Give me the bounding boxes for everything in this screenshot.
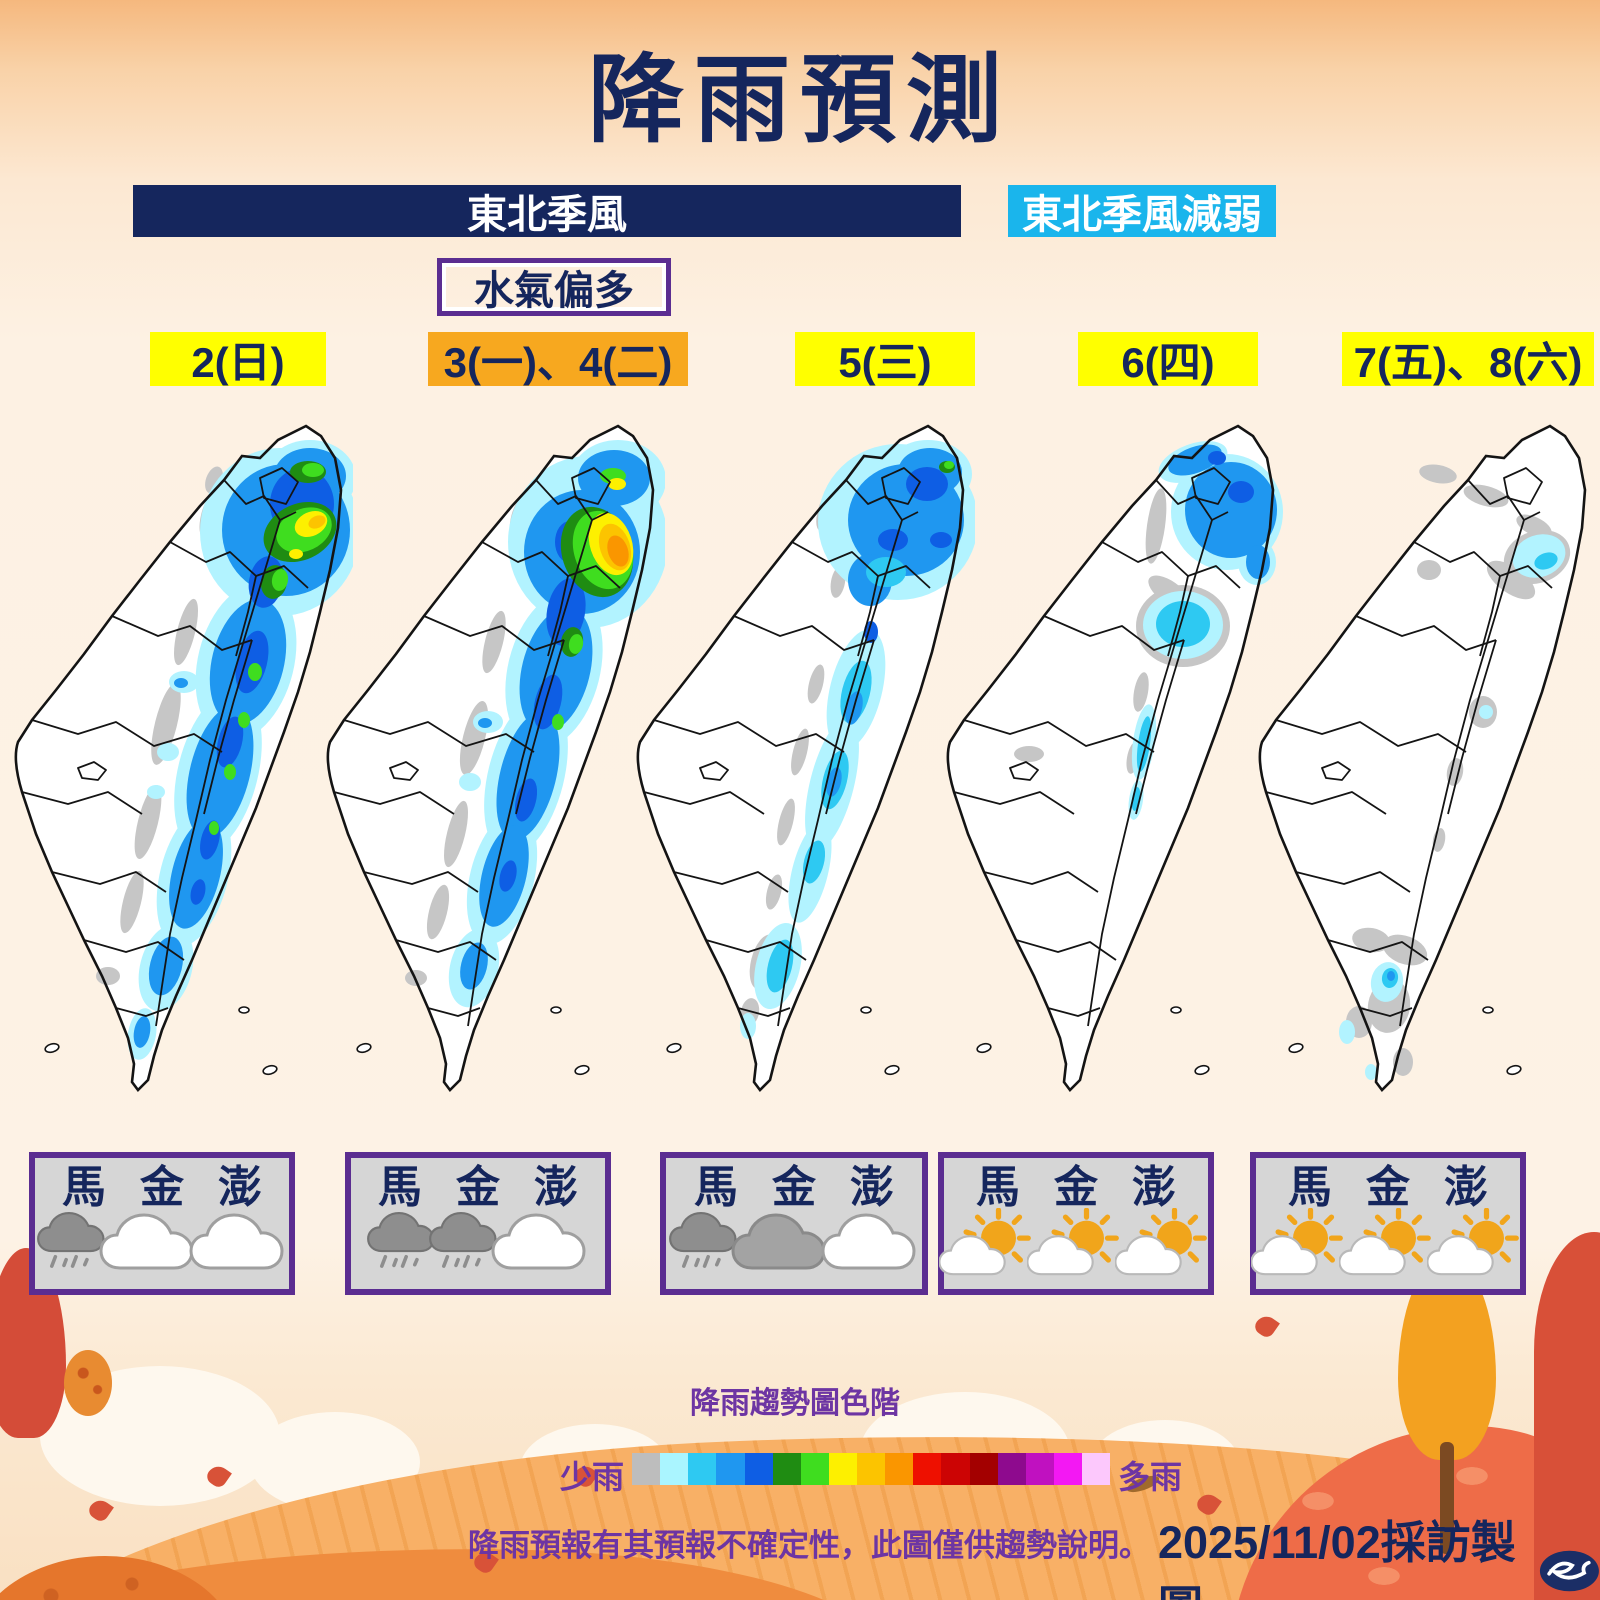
island-matsu-label: 馬	[694, 1163, 738, 1212]
islands-header: 馬 金 澎	[944, 1166, 1208, 1210]
islands-forecast-box-day3-4: 馬 金 澎	[345, 1152, 611, 1295]
partly-sunny-icon	[939, 1208, 1031, 1276]
island-penghu-label: 澎	[850, 1163, 894, 1212]
partly-sunny-icon	[1115, 1208, 1207, 1276]
island-kinmen-label: 金	[1054, 1163, 1098, 1212]
islands-header: 馬 金 澎	[1256, 1166, 1520, 1210]
legend-color-bar	[632, 1453, 1111, 1485]
island-penghu-label: 澎	[218, 1163, 262, 1212]
legend-color-swatch	[744, 1453, 773, 1485]
banner-monsoon-weakening-label: 東北季風減弱	[1022, 193, 1262, 237]
islands-header: 馬 金 澎	[351, 1166, 605, 1210]
day-label-sun2: 2(日)	[150, 332, 326, 386]
moisture-note-label: 水氣偏多	[474, 269, 634, 313]
credit-text: 2025/11/02採訪製圖	[1158, 1517, 1516, 1600]
cloud-icon	[491, 1213, 586, 1270]
island-kinmen-label: 金	[1366, 1163, 1410, 1212]
taiwan-rain-map-day5	[636, 424, 975, 1092]
disclaimer-text: 降雨預報有其預報不確定性，此圖僅供趨勢說明。	[468, 1528, 1150, 1563]
moisture-note-box: 水氣偏多	[437, 258, 671, 316]
islands-weather-icons	[1251, 1208, 1520, 1284]
rain-cloud-icon	[367, 1211, 435, 1268]
rain-cloud-icon	[429, 1211, 497, 1268]
credit-line: 2025/11/02採訪製圖	[1158, 1506, 1600, 1600]
day-label-thu6: 6(四)	[1078, 332, 1258, 386]
island-matsu-label: 馬	[62, 1163, 106, 1212]
partly-sunny-icon	[1339, 1208, 1431, 1276]
legend-high-label: 多雨	[1118, 1459, 1183, 1495]
partly-sunny-icon	[1427, 1208, 1519, 1276]
legend-title: 降雨趨勢圖色階	[690, 1387, 900, 1420]
island-penghu-label: 澎	[1444, 1163, 1488, 1212]
maple-leaf-icon	[1252, 1312, 1280, 1340]
island-matsu-label: 馬	[976, 1163, 1020, 1212]
banner-monsoon-weakening: 東北季風減弱	[1008, 185, 1276, 237]
legend-color-swatch	[828, 1453, 857, 1485]
legend-color-swatch	[997, 1453, 1026, 1485]
legend-color-swatch	[660, 1453, 689, 1485]
island-penghu-label: 澎	[1132, 1163, 1176, 1212]
cloud-icon	[821, 1213, 916, 1270]
islands-weather-icons	[939, 1208, 1208, 1284]
gray-cloud-icon	[731, 1213, 826, 1270]
day-label-wed5: 5(三)	[795, 332, 975, 386]
island-matsu-label: 馬	[378, 1163, 422, 1212]
islands-weather-icons	[666, 1208, 922, 1274]
legend-color-swatch	[772, 1453, 801, 1485]
cwa-logo	[1540, 1550, 1600, 1592]
islands-weather-icons	[35, 1208, 289, 1274]
legend-color-swatch	[1025, 1453, 1054, 1485]
islands-forecast-box-day7-8: 馬 金 澎	[1250, 1152, 1526, 1295]
legend-color-swatch	[885, 1453, 914, 1485]
tree-trunk	[1440, 1442, 1454, 1554]
day-label-mon3-tue4: 3(一)、4(二)	[428, 332, 688, 386]
maple-leaf-icon	[86, 1496, 114, 1524]
day-label-fri7-sat8: 7(五)、8(六)	[1342, 332, 1594, 386]
legend-color-swatch	[913, 1453, 942, 1485]
page-title: 降雨預測	[588, 47, 1012, 154]
legend-color-swatch	[857, 1453, 886, 1485]
taiwan-rain-map-day2	[14, 424, 353, 1092]
banner-northeast-monsoon-label: 東北季風	[467, 193, 627, 237]
islands-forecast-box-day2: 馬 金 澎	[29, 1152, 295, 1295]
partly-sunny-icon	[1027, 1208, 1119, 1276]
autumn-bush	[64, 1350, 112, 1416]
island-matsu-label: 馬	[1288, 1163, 1332, 1212]
island-kinmen-label: 金	[456, 1163, 500, 1212]
legend-color-swatch	[969, 1453, 998, 1485]
islands-header: 馬 金 澎	[666, 1166, 922, 1210]
rain-overlay	[1014, 441, 1283, 820]
islands-header: 馬 金 澎	[35, 1166, 289, 1210]
island-kinmen-label: 金	[140, 1163, 184, 1212]
rain-cloud-icon	[669, 1211, 737, 1268]
rain-cloud-icon	[37, 1211, 105, 1268]
island-kinmen-label: 金	[772, 1163, 816, 1212]
legend-color-swatch	[688, 1453, 717, 1485]
legend-color-swatch	[716, 1453, 745, 1485]
legend-color-swatch	[1053, 1453, 1082, 1485]
legend-color-swatch	[941, 1453, 970, 1485]
taiwan-rain-map-day3-4	[326, 424, 665, 1092]
legend-color-swatch	[1082, 1453, 1111, 1485]
islands-weather-icons	[351, 1208, 605, 1274]
legend-color-swatch	[800, 1453, 829, 1485]
partly-sunny-icon	[1251, 1208, 1343, 1276]
taiwan-rain-map-day7-8	[1258, 424, 1587, 1092]
islands-forecast-box-day6: 馬 金 澎	[938, 1152, 1214, 1295]
cloud-icon	[189, 1213, 284, 1270]
cloud-icon	[99, 1213, 194, 1270]
taiwan-rain-map-day6	[946, 424, 1283, 1092]
islands-forecast-box-day5: 馬 金 澎	[660, 1152, 928, 1295]
banner-northeast-monsoon: 東北季風	[133, 185, 961, 237]
legend-color-swatch	[632, 1453, 661, 1485]
island-penghu-label: 澎	[534, 1163, 578, 1212]
autumn-tree	[1534, 1232, 1600, 1600]
legend-low-label: 少雨	[559, 1459, 624, 1495]
